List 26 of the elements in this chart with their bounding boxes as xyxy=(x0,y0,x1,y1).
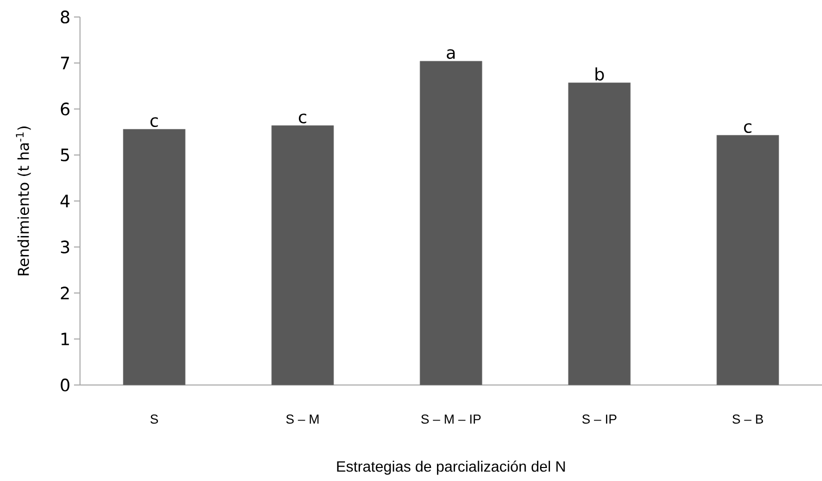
bar xyxy=(271,125,334,386)
x-tick-label: S – M xyxy=(286,414,319,424)
annotation: c xyxy=(150,117,158,128)
y-tick-label: 8 xyxy=(60,10,70,24)
y-tick-label: 7 xyxy=(61,56,70,70)
y-tick-label: 2 xyxy=(60,286,69,300)
bar xyxy=(568,82,631,386)
bar xyxy=(716,135,779,386)
y-axis-title: Rendimiento (t ha$^{-1}$) xyxy=(16,126,31,276)
bar xyxy=(123,129,186,386)
x-axis-title: Estrategias de parcialización del N xyxy=(337,460,565,475)
bar xyxy=(420,60,482,386)
annotation: c xyxy=(744,123,752,134)
x-tick-label: S – B xyxy=(732,414,763,424)
x-tick-label: S – M – IP xyxy=(421,414,481,424)
y-tick-label: 0 xyxy=(60,378,70,392)
y-tick-label: 5 xyxy=(60,148,69,162)
x-tick-label: S – IP xyxy=(582,414,616,424)
annotation: c xyxy=(298,114,306,124)
annotation: b xyxy=(596,67,604,81)
y-tick-label: 4 xyxy=(60,194,70,208)
y-tick-label: 6 xyxy=(60,102,70,116)
x-tick-label: S xyxy=(150,414,158,424)
y-tick-label: 1 xyxy=(62,332,69,346)
annotation: a xyxy=(446,49,455,59)
y-tick-label: 3 xyxy=(60,240,70,254)
